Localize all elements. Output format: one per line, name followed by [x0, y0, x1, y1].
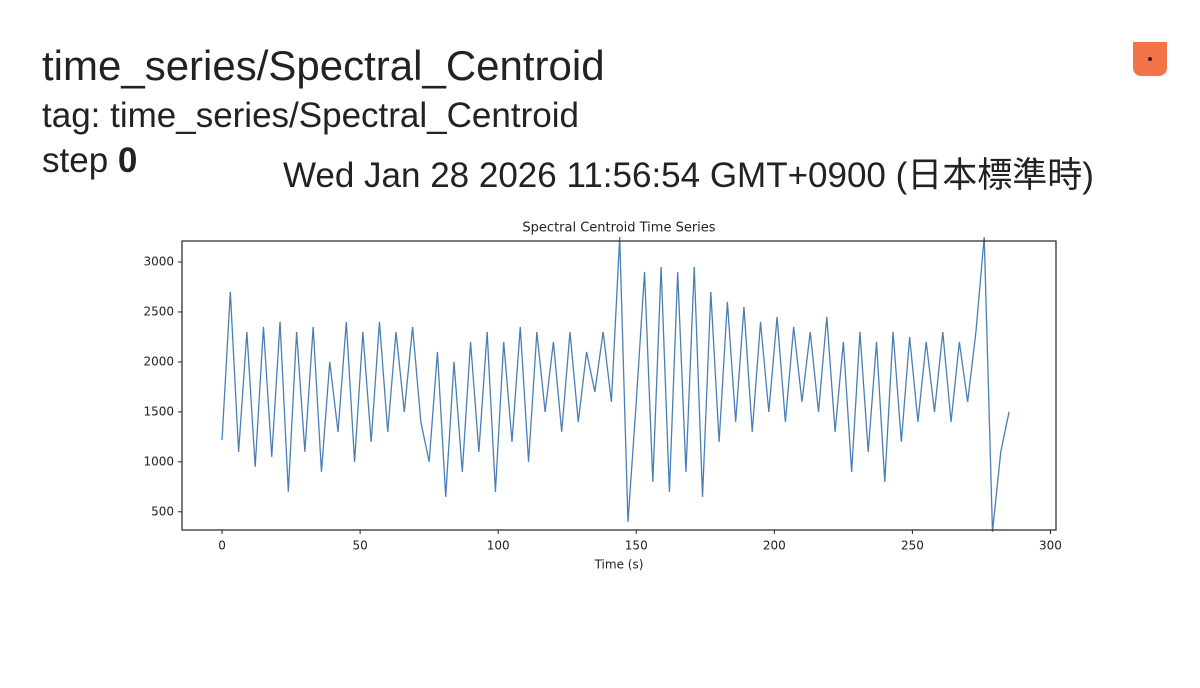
- chart-title: Spectral Centroid Time Series: [522, 221, 715, 236]
- y-tick-label: 3000: [143, 254, 174, 268]
- plot-frame: [181, 240, 1057, 531]
- timestamp: Wed Jan 28 2026 11:56:54 GMT+0900 (日本標準時…: [283, 156, 1094, 195]
- series-line: [221, 236, 1010, 532]
- x-tick-label: 150: [625, 539, 648, 553]
- x-axis-label: Time (s): [594, 558, 644, 572]
- y-tick-label: 2000: [143, 354, 174, 368]
- x-tick-label: 300: [1039, 539, 1062, 553]
- menu-button[interactable]: [1133, 42, 1167, 76]
- tag-line: tag: time_series/Spectral_Centroid: [42, 96, 579, 135]
- x-tick-label: 100: [487, 539, 510, 553]
- step: step 0: [42, 141, 137, 181]
- x-tick-label: 250: [901, 539, 924, 553]
- x-tick-label: 0: [218, 539, 226, 553]
- card-title: time_series/Spectral_Centroid: [42, 42, 605, 89]
- x-tick-label: 50: [352, 539, 367, 553]
- x-tick-label: 200: [763, 539, 786, 553]
- y-tick-label: 1500: [143, 404, 174, 418]
- y-tick-label: 1000: [143, 454, 174, 468]
- step-label: step: [42, 141, 109, 180]
- dot-icon: [1148, 57, 1152, 61]
- step-value: 0: [117, 141, 138, 180]
- y-tick-label: 2500: [143, 304, 174, 318]
- y-tick-label: 500: [151, 504, 174, 518]
